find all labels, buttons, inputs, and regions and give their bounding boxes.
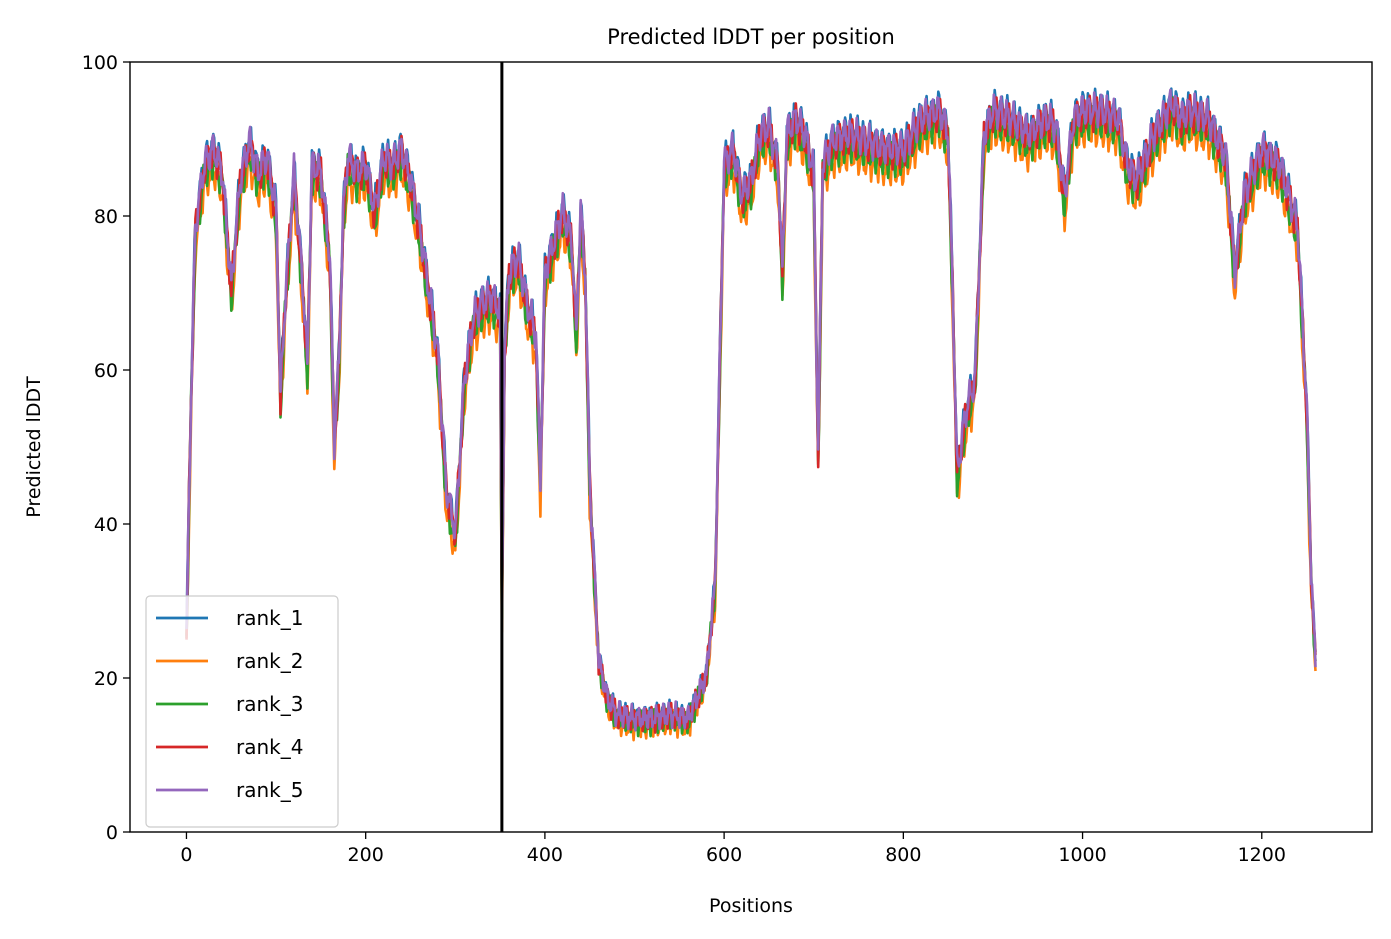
x-axis-ticks: 0 200 400 600 800 1000 1200 [180, 832, 1286, 866]
series-line-rank_3 [185, 96, 1317, 738]
legend-label-rank_3: rank_3 [236, 692, 303, 716]
series-layer [185, 87, 1317, 742]
series-line-rank_5 [185, 88, 1317, 732]
y-tick-label: 80 [94, 206, 118, 228]
y-tick-label: 40 [94, 514, 118, 536]
y-tick-label: 0 [106, 822, 118, 844]
y-axis-ticks: 0 20 40 60 80 100 [82, 52, 130, 844]
x-tick-label: 1200 [1238, 844, 1286, 866]
x-axis-label: Positions [709, 895, 793, 917]
y-axis-label: Predicted lDDT [23, 376, 45, 518]
x-tick-label: 800 [885, 844, 921, 866]
legend: rank_1 rank_2 rank_3 rank_4 rank_5 [145, 595, 339, 828]
legend-label-rank_2: rank_2 [236, 649, 303, 673]
x-tick-label: 600 [706, 844, 742, 866]
chart-title: Predicted lDDT per position [607, 25, 895, 49]
x-tick-label: 0 [180, 844, 192, 866]
legend-box [145, 595, 339, 828]
y-tick-label: 100 [82, 52, 118, 74]
x-tick-label: 1000 [1058, 844, 1106, 866]
plot-frame [129, 61, 1373, 833]
y-tick-label: 60 [94, 360, 118, 382]
x-tick-label: 400 [527, 844, 563, 866]
x-tick-label: 200 [348, 844, 384, 866]
legend-label-rank_5: rank_5 [236, 778, 303, 802]
y-tick-label: 20 [94, 668, 118, 690]
legend-label-rank_4: rank_4 [236, 735, 303, 759]
legend-label-rank_1: rank_1 [236, 606, 303, 630]
